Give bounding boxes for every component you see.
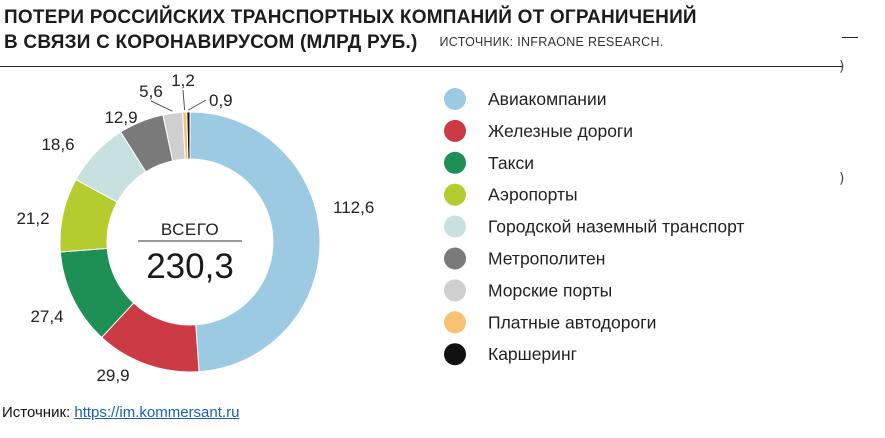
legend: Авиакомпании Железные дороги Такси Аэропорт… bbox=[444, 88, 744, 366]
legend-label-авиакомпании: Авиакомпании bbox=[488, 89, 607, 109]
edge-dash-top bbox=[842, 37, 858, 38]
leader-морские-порты bbox=[150, 100, 173, 112]
slice-label-метрополитен: 12,9 bbox=[104, 108, 137, 127]
legend-label-городской-наземный-транспорт: Городской наземный транспорт bbox=[488, 217, 744, 237]
footer-source: Источник: https://im.kommersant.ru bbox=[2, 404, 239, 421]
title-line-1: ПОТЕРИ РОССИЙСКИХ ТРАНСПОРТНЫХ КОМПАНИЙ … bbox=[4, 7, 697, 28]
center-total: 230,3 bbox=[146, 247, 234, 286]
legend-swatch-аэропорты bbox=[444, 183, 466, 206]
legend-swatch-железные-дороги bbox=[444, 119, 466, 142]
legend-label-каршеринг: Каршеринг bbox=[488, 344, 577, 364]
legend-label-аэропорты: Аэропорты bbox=[488, 185, 578, 205]
legend-label-морские-порты: Морские порты bbox=[488, 280, 612, 300]
title-line-2: В СВЯЗИ С КОРОНАВИРУСОМ (МЛРД РУБ.) ИСТОЧ… bbox=[4, 30, 804, 55]
slice-label-аэропорты: 21,2 bbox=[16, 209, 49, 228]
slice-авиакомпании bbox=[189, 111, 321, 373]
footer-label: Источник: bbox=[2, 404, 71, 421]
slice-каршеринг bbox=[186, 111, 191, 160]
slice-label-авиакомпании: 112,6 bbox=[333, 198, 374, 217]
leader-lines bbox=[150, 89, 207, 112]
chart-title: ПОТЕРИ РОССИЙСКИХ ТРАНСПОРТНЫХ КОМПАНИЙ … bbox=[4, 6, 804, 55]
slice-label-городской-наземный-транспорт: 18,6 bbox=[41, 135, 74, 154]
legend-swatch-авиакомпании bbox=[444, 88, 466, 110]
legend-swatch-морские-порты bbox=[444, 279, 466, 302]
slice-value-labels: 112,6 29,9 27,4 21,2 18,6 12,95,6 1,2 0,9 bbox=[16, 71, 374, 385]
legend-swatch-метрополитен bbox=[444, 247, 466, 270]
legend-label-метрополитен: Метрополитен bbox=[488, 249, 605, 269]
source-inline: ИСТОЧНИК: INFRAONE RESEARCH. bbox=[439, 35, 664, 49]
slice-label-железные-дороги: 29,9 bbox=[96, 366, 129, 385]
title-divider bbox=[0, 66, 843, 67]
edge-paren-mark-top: ) bbox=[839, 59, 845, 75]
leader-каршеринг bbox=[188, 99, 207, 111]
legend-swatch-платные-автодороги bbox=[444, 311, 466, 334]
legend-swatch-каршеринг bbox=[444, 343, 466, 366]
title-line-2-text: В СВЯЗИ С КОРОНАВИРУСОМ (МЛРД РУБ.) bbox=[4, 32, 418, 53]
center-label: ВСЕГО bbox=[161, 220, 219, 239]
legend-label-платные-автодороги: Платные автодороги bbox=[488, 312, 656, 332]
edge-paren-mark-mid: ) bbox=[839, 171, 845, 187]
legend-swatch-такси bbox=[444, 151, 466, 174]
legend-label-такси: Такси bbox=[488, 153, 534, 173]
slice-label-морские-порты: 5,6 bbox=[139, 82, 163, 101]
legend-label-железные-дороги: Железные дороги bbox=[488, 121, 633, 141]
slice-label-такси: 27,4 bbox=[30, 307, 63, 326]
slice-label-платные-автодороги: 1,2 bbox=[171, 71, 195, 90]
leader-платные-автодороги bbox=[182, 89, 186, 111]
legend-swatch-городской-наземный-транспорт bbox=[444, 215, 466, 238]
source-link[interactable]: https://im.kommersant.ru bbox=[74, 404, 240, 421]
donut-slices bbox=[59, 111, 321, 373]
slice-label-каршеринг: 0,9 bbox=[209, 91, 233, 110]
